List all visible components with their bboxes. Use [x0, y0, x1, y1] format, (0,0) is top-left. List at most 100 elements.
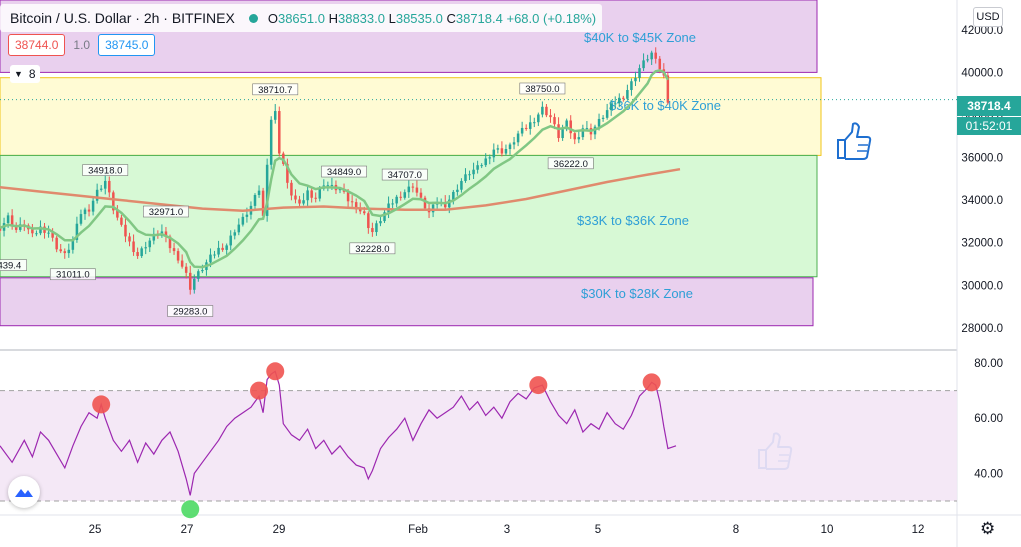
candle-body [646, 59, 649, 61]
candle-body [209, 254, 212, 263]
ohlc-change: +68.0 (+0.18%) [506, 10, 597, 26]
candle-body [83, 209, 87, 215]
candle-body [14, 225, 18, 230]
zone-label: $30K to $28K Zone [581, 286, 693, 301]
time-tick-label: 3 [504, 524, 510, 536]
candle-body [492, 149, 496, 158]
buy-price-button[interactable]: 38745.0 [98, 34, 156, 56]
candle-body [666, 75, 670, 103]
candle-body [269, 119, 273, 165]
rsi-tick-label: 80.00 [974, 358, 1003, 370]
price-tick-label: 42000.0 [961, 25, 1003, 37]
candle-body [524, 127, 528, 129]
peak-label: 31439.4 [0, 261, 21, 272]
candle-body [350, 201, 354, 203]
ohlc-open: 38651.0 [277, 10, 325, 26]
candle-body [367, 213, 370, 229]
thumb-hand [844, 122, 872, 160]
candle-body [302, 200, 305, 204]
candle-body [371, 228, 374, 233]
candle-body [257, 190, 261, 196]
candle-body [124, 224, 127, 237]
time-tick-label: 25 [89, 524, 102, 536]
candle-body [391, 203, 394, 205]
gear-icon[interactable]: ⚙ [980, 519, 996, 538]
candle-body [577, 137, 581, 140]
candle-body [108, 180, 111, 193]
thumb-fingers [857, 144, 868, 152]
candle-body [488, 157, 492, 159]
candle-body [346, 191, 350, 202]
candle-body [557, 124, 560, 139]
peak-label: 31011.0 [56, 270, 90, 281]
rsi-band [0, 390, 957, 501]
peak-label: 32228.0 [355, 244, 389, 255]
candle-body [71, 239, 75, 250]
candle-body [306, 190, 309, 201]
price-tick-label: 28000.0 [961, 323, 1003, 335]
candle-body [241, 216, 245, 225]
candle-body [484, 158, 487, 166]
time-tick-label: 12 [912, 524, 925, 536]
candle-body [496, 148, 500, 150]
candle-body [55, 237, 58, 250]
candle-body [569, 120, 572, 134]
candle-body [622, 97, 625, 99]
candle-body [217, 247, 220, 255]
peak-label-box [381, 168, 428, 181]
sell-price-button[interactable]: 38744.0 [8, 34, 66, 56]
zone-label: $40K to $45K Zone [584, 30, 696, 45]
price-tick-label: 40000.0 [961, 67, 1003, 79]
candle-body [549, 115, 552, 118]
candle-body [415, 187, 419, 193]
candle-body [99, 188, 103, 190]
symbol-title[interactable]: Bitcoin / U.S. Dollar · 2h · BITFINEX [10, 10, 235, 26]
peak-label-box [143, 205, 189, 218]
candle-body [565, 120, 568, 130]
candle-body [265, 164, 269, 216]
candle-body [326, 185, 330, 187]
candle-body [452, 191, 455, 200]
candle-body [298, 199, 301, 204]
candle-body [120, 217, 123, 225]
candle-body [411, 186, 415, 188]
candle-body [144, 247, 147, 249]
currency-button[interactable]: USD [973, 7, 1003, 27]
candle-body [201, 270, 204, 272]
tradingview-logo-icon[interactable] [8, 476, 40, 508]
candle-body [318, 188, 322, 199]
price-tick-label: 36000.0 [961, 153, 1003, 165]
candle-body [188, 272, 192, 290]
candle-body [229, 235, 232, 246]
candle-body [500, 148, 504, 154]
candle-body [464, 174, 467, 181]
order-quantity[interactable]: 1.0 [73, 38, 91, 52]
peak-label: 29283.0 [173, 307, 207, 318]
candle-body [585, 128, 589, 130]
candle-body [508, 144, 512, 150]
time-axis: 25 27 29 Feb 3 5 8 10 12 [89, 524, 925, 536]
candle-body [472, 169, 475, 175]
bar-countdown: 01:52:01 [957, 117, 1021, 135]
time-tick-label: Feb [408, 524, 428, 536]
candle-body [87, 209, 91, 212]
candle-body [541, 106, 544, 115]
price-tick-label: 34000.0 [961, 195, 1003, 207]
candle-body [597, 118, 601, 127]
candle-body [10, 215, 14, 226]
peak-label-box [167, 305, 214, 317]
candle-body [363, 211, 366, 214]
ohlc-high-key: H [328, 10, 338, 26]
candle-body [47, 232, 50, 234]
candle-body [399, 196, 402, 198]
candle-body [0, 227, 2, 231]
thumbs-up-icon [837, 122, 872, 160]
candle-body [407, 186, 411, 193]
peak-label-box [0, 259, 27, 271]
candle-body [626, 90, 629, 99]
candle-body [642, 60, 645, 69]
indicators-toggle[interactable]: ▼ 8 [10, 65, 40, 83]
candle-body [638, 68, 641, 78]
candle-body [387, 203, 390, 213]
